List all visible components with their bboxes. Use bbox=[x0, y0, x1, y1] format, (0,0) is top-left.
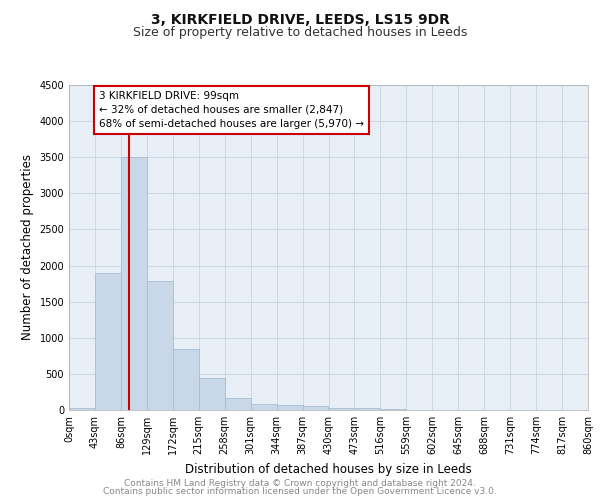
Text: Size of property relative to detached houses in Leeds: Size of property relative to detached ho… bbox=[133, 26, 467, 39]
Text: Contains public sector information licensed under the Open Government Licence v3: Contains public sector information licen… bbox=[103, 487, 497, 496]
Bar bbox=[277, 404, 302, 410]
Y-axis label: Number of detached properties: Number of detached properties bbox=[21, 154, 34, 340]
Text: Contains HM Land Registry data © Crown copyright and database right 2024.: Contains HM Land Registry data © Crown c… bbox=[124, 478, 476, 488]
Bar bbox=[224, 398, 251, 410]
Text: 3, KIRKFIELD DRIVE, LEEDS, LS15 9DR: 3, KIRKFIELD DRIVE, LEEDS, LS15 9DR bbox=[151, 12, 449, 26]
Bar bbox=[199, 378, 224, 410]
Bar bbox=[251, 404, 277, 410]
Bar bbox=[147, 282, 173, 410]
X-axis label: Distribution of detached houses by size in Leeds: Distribution of detached houses by size … bbox=[185, 462, 472, 475]
Text: 3 KIRKFIELD DRIVE: 99sqm
← 32% of detached houses are smaller (2,847)
68% of sem: 3 KIRKFIELD DRIVE: 99sqm ← 32% of detach… bbox=[99, 91, 364, 129]
Bar bbox=[173, 350, 199, 410]
Bar bbox=[69, 408, 95, 410]
Bar bbox=[329, 408, 355, 410]
Bar bbox=[355, 408, 380, 410]
Bar bbox=[95, 273, 121, 410]
Bar bbox=[302, 406, 329, 410]
Bar bbox=[121, 157, 147, 410]
